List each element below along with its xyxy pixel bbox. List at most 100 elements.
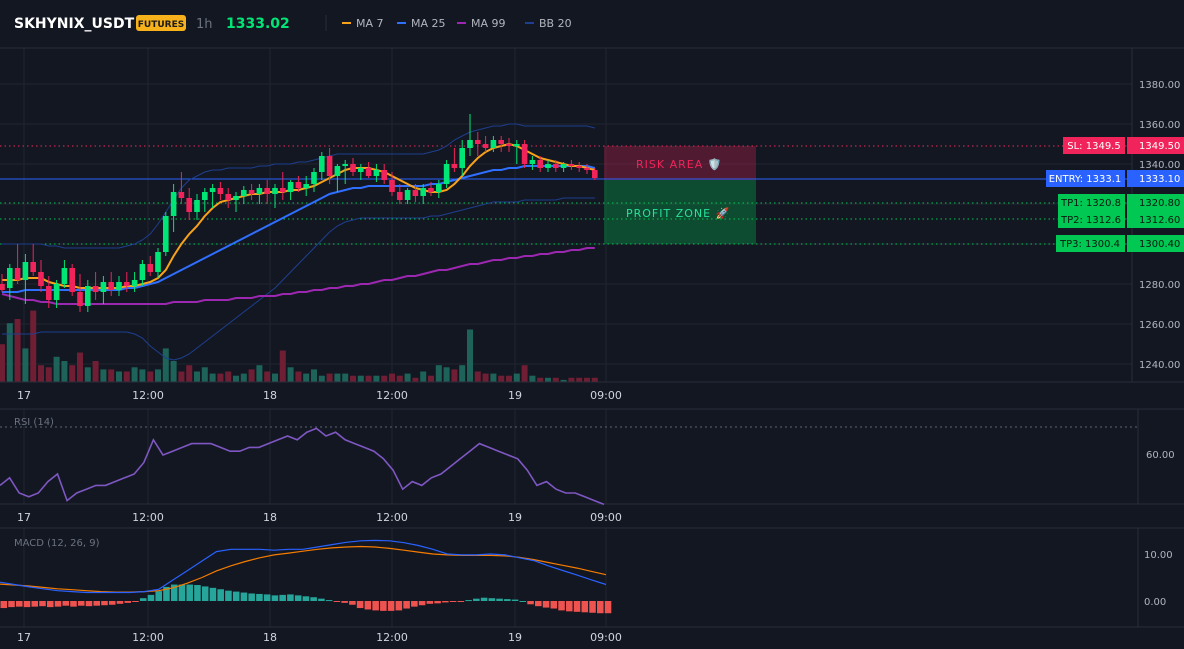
macd-hist-bar (411, 601, 418, 607)
tp2-tag-label: TP2: 1312.6 (1060, 215, 1121, 226)
macd-hist-bar (550, 601, 558, 609)
volume-bar (389, 373, 395, 382)
candle-body (545, 164, 551, 168)
candle-body (389, 180, 395, 192)
entry-tag[interactable] (1046, 170, 1125, 187)
macd-hist-bar (302, 596, 310, 601)
volume-bar (482, 373, 489, 382)
volume-bar (552, 377, 559, 382)
legend-label-0: MA 7 (356, 17, 384, 30)
candle-body (404, 190, 411, 200)
macd-hist-bar (209, 587, 217, 601)
candle-body (38, 272, 44, 286)
volume-bar (287, 367, 294, 382)
sl-tag[interactable] (1063, 137, 1125, 154)
interval-label[interactable]: 1h (196, 17, 213, 32)
candle-body (30, 262, 36, 272)
price-axis[interactable]: 1380.00 1360.00 1340.00 1280.00 1260.00 1240.… (1127, 48, 1184, 382)
level-tags: SL: 1349.5 ENTRY: 1333.1 TP1: 1320.8 TP2… (1046, 137, 1125, 252)
volume-bar (170, 361, 177, 382)
candle-body (482, 144, 489, 148)
volume-bar (396, 375, 403, 382)
candle-body (0, 284, 5, 290)
tp2-tag[interactable] (1058, 211, 1125, 228)
volume-bar (147, 371, 154, 382)
macd-hist-bar (457, 601, 465, 602)
tp1-axis-tag (1127, 194, 1184, 211)
volume-bar (342, 373, 349, 382)
tp2-axis-tag (1127, 211, 1184, 228)
volume-bar (30, 310, 37, 382)
candle-body (22, 262, 29, 280)
candle-body (163, 216, 169, 252)
tp3-tag[interactable] (1056, 235, 1125, 252)
candlesticks (0, 114, 598, 312)
candle-body (467, 140, 473, 148)
macd-histogram (0, 584, 612, 614)
volume-bar (264, 371, 271, 382)
candle-body (490, 140, 497, 148)
macd-hist-bar (170, 584, 178, 601)
candle-body (178, 192, 185, 198)
volume-bar (6, 323, 13, 382)
macd-hist-bar (496, 598, 503, 601)
symbol-name[interactable]: SKHYNIX_USDT (14, 16, 135, 32)
volume-bar (256, 365, 263, 382)
tp3-axis-value: 1300.40 (1139, 239, 1180, 250)
volume-bar (186, 365, 193, 382)
volume-bar (326, 373, 333, 382)
macd-hist-bar (46, 601, 54, 608)
macd-hist-bar (558, 601, 565, 611)
candle-body (233, 196, 239, 200)
candle-body (46, 286, 52, 300)
macd-hist-bar (372, 601, 379, 611)
tp1-tag[interactable] (1058, 194, 1125, 211)
candle-body (326, 156, 333, 176)
price-label-4: 1260.00 (1139, 320, 1180, 331)
candle-body (311, 172, 317, 184)
candle-body (186, 198, 192, 212)
time-label-2-5: 09:00 (590, 631, 622, 644)
volume-bar (303, 373, 310, 382)
volume-bar (412, 377, 419, 382)
macd-hist-bar (581, 601, 589, 613)
candle-body (295, 182, 302, 188)
macd-hist-bar (70, 601, 77, 607)
candle-body (428, 188, 434, 192)
volume-bar (123, 371, 130, 382)
macd-hist-bar (318, 598, 325, 601)
bollinger-bands (2, 123, 595, 361)
time-label-1-4: 19 (508, 511, 522, 524)
candle-body (420, 188, 426, 196)
macd-axis-label-0: 0.00 (1144, 597, 1166, 608)
macd-hist-bar (23, 601, 31, 608)
volume-bar (521, 365, 528, 382)
time-label-0-1: 12:00 (132, 389, 164, 402)
macd-hist-bar (310, 597, 317, 601)
rsi-pane[interactable]: RSI (14) 60.00 (0, 408, 1184, 506)
time-axes[interactable]: 17 12:00 18 12:00 19 09:00 17 12:00 18 12:00 19 09:… (0, 381, 1184, 644)
volume-bar (568, 377, 575, 382)
time-label-0-2: 18 (263, 389, 277, 402)
volume-bar (108, 369, 115, 382)
volume-bar (217, 373, 224, 382)
macd-main-line (0, 539, 607, 594)
macd-hist-bar (232, 591, 240, 601)
candle-body (553, 164, 559, 168)
volume-bar (435, 365, 442, 382)
time-label-1-5: 09:00 (590, 511, 622, 524)
volume-bar (225, 371, 232, 382)
time-label-0-4: 19 (508, 389, 522, 402)
volume-bar (116, 371, 122, 382)
macd-hist-bar (201, 586, 209, 601)
macd-pane[interactable]: MACD (12, 26, 9) 10.00 0.00 (0, 527, 1184, 627)
macd-hist-bar (380, 601, 387, 611)
macd-hist-bar (294, 595, 302, 601)
candle-body (155, 252, 161, 272)
time-label-0-5: 09:00 (590, 389, 622, 402)
candle-body (116, 282, 122, 290)
candle-body (61, 268, 68, 284)
level-lines (0, 145, 1132, 245)
time-label-1-0: 17 (17, 511, 31, 524)
